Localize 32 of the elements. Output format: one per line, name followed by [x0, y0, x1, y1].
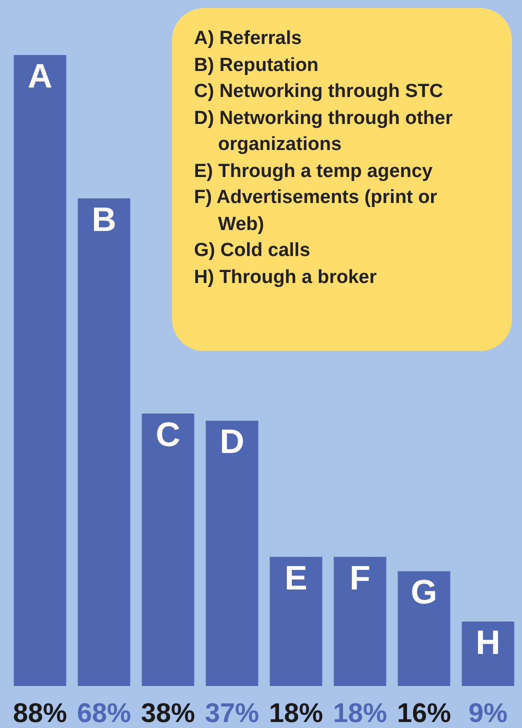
data-label: 18% — [332, 698, 388, 728]
x-tick-label: H — [476, 624, 500, 662]
annotation: E) Through a temp agency — [194, 160, 434, 184]
x-tick-label: D — [220, 423, 244, 462]
annotation: C) Networking through STC — [194, 80, 444, 104]
bar — [206, 420, 258, 686]
data-label: 18% — [268, 698, 324, 728]
bar — [334, 556, 386, 686]
annotation: H) Through a broker — [194, 266, 378, 290]
x-tick-label: E — [284, 559, 308, 598]
bar — [398, 571, 450, 686]
bar — [270, 556, 322, 686]
x-tick-label: F — [350, 559, 370, 598]
annotation: G) Cold calls — [194, 239, 312, 263]
x-tick-label: B — [92, 200, 116, 239]
data-label: 68% — [76, 698, 132, 728]
annotation: D) Networking through other organizations — [194, 106, 454, 157]
text: A) Referrals — [194, 28, 302, 49]
bar — [462, 621, 514, 686]
data-label: 38% — [140, 698, 196, 728]
x-tick-label: G — [410, 574, 438, 612]
data-label: 16% — [396, 698, 452, 728]
annotation: B) Reputation — [194, 54, 320, 78]
x-tick-label: C — [156, 416, 180, 454]
bar — [78, 198, 130, 686]
data-label: 88% — [12, 698, 68, 728]
annotation: F) Advertisements (print or Web) — [194, 186, 438, 236]
x-tick-label: A — [28, 57, 52, 96]
data-label: 37% — [204, 698, 260, 728]
bar — [142, 414, 194, 686]
bar — [14, 55, 66, 686]
data-label: 9% — [468, 698, 508, 728]
